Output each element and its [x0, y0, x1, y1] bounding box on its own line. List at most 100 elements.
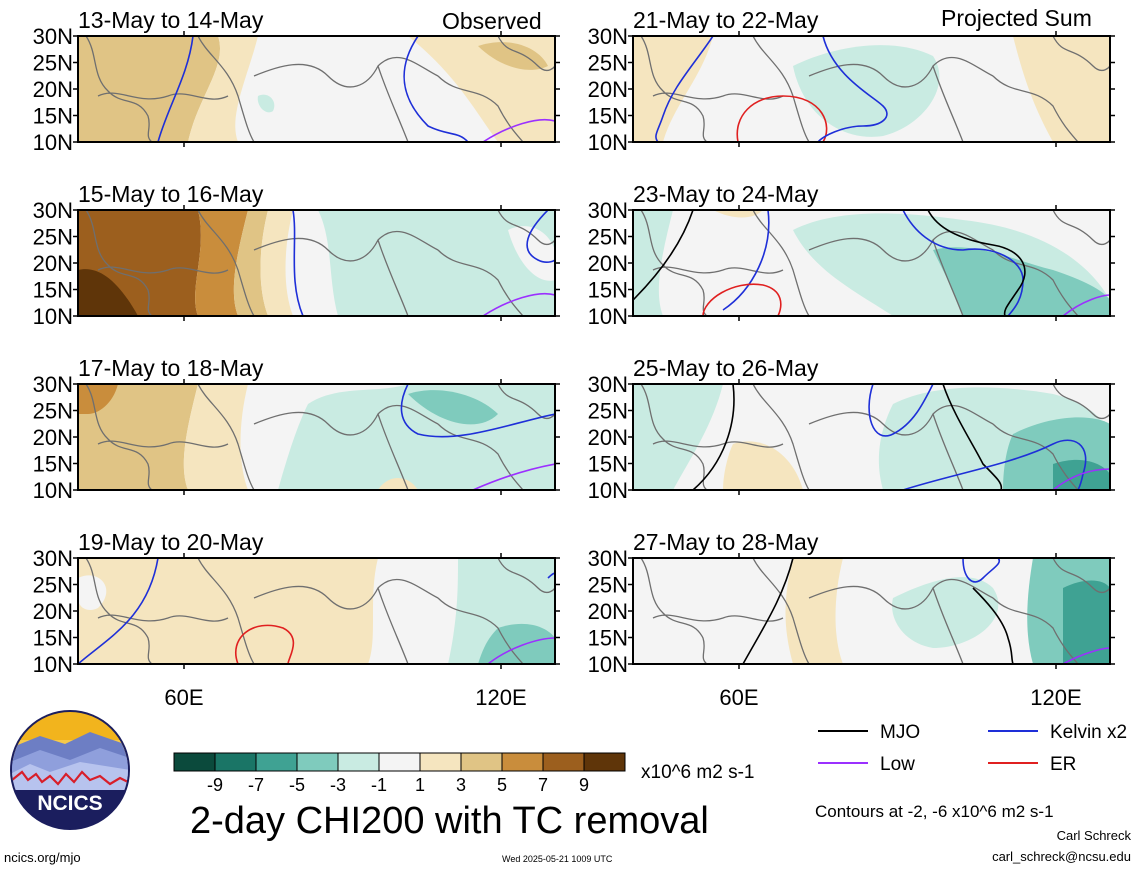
panel-title: 13-May to 14-May — [78, 7, 264, 33]
lat-label: 30N — [588, 198, 628, 223]
contour-line — [736, 95, 828, 142]
colorbar-units: x10^6 m2 s-1 — [641, 762, 755, 783]
anomaly-region — [713, 210, 763, 218]
contour-line — [742, 558, 794, 664]
colorbar-tick-label: -5 — [289, 775, 305, 795]
lat-label: 20N — [33, 251, 73, 276]
colorbar-swatch — [255, 752, 298, 772]
colorbar: -9 -7 -5 -3 -1 1 3 5 7 9 — [173, 752, 626, 795]
legend-label: Low — [880, 754, 915, 775]
anomaly-region — [1063, 580, 1110, 664]
lat-label: 30N — [33, 198, 73, 223]
lat-label: 25N — [588, 225, 628, 250]
lat-label: 20N — [33, 77, 73, 102]
anomaly-region — [478, 623, 555, 664]
contour-line — [403, 36, 469, 142]
coastline — [85, 384, 555, 490]
contour-line — [1052, 468, 1110, 490]
lat-label: 30N — [33, 546, 73, 571]
lat-label: 25N — [33, 573, 73, 598]
colorbar-swatch — [214, 752, 257, 772]
contour-line — [292, 210, 304, 316]
panel-title: 21-May to 22-May — [633, 7, 819, 33]
colorbar-swatch — [460, 752, 503, 772]
anomaly-region — [257, 94, 275, 113]
ncics-logo: NCICS — [10, 710, 130, 830]
lat-label: 15N — [588, 104, 628, 129]
contour-line — [868, 384, 934, 437]
logo-text: NCICS — [37, 792, 102, 815]
colorbar-tick-label: 7 — [538, 775, 548, 795]
projected-label: Projected Sum — [941, 5, 1092, 31]
contour-line — [655, 36, 714, 142]
colorbar-tick-label: -3 — [330, 775, 346, 795]
lon-label: 120E — [1030, 685, 1081, 710]
colorbar-tick-label: 5 — [497, 775, 507, 795]
colorbar-swatch — [501, 752, 544, 772]
contour-line — [972, 587, 1014, 664]
anomaly-region — [318, 210, 555, 316]
colorbar-tick-label: -1 — [371, 775, 387, 795]
anomaly-region — [633, 36, 713, 142]
colorbar-swatch — [378, 752, 421, 772]
panel-title: 27-May to 28-May — [633, 529, 819, 555]
contour-line — [902, 439, 1087, 490]
contour-line — [400, 384, 555, 438]
contour-line — [482, 292, 555, 316]
legend-label: Kelvin x2 — [1050, 722, 1127, 743]
anomaly-region — [260, 210, 293, 316]
contour-line — [633, 210, 694, 301]
lat-label: 10N — [33, 652, 73, 677]
site-link[interactable]: ncics.org/mjo — [4, 850, 81, 865]
anomaly-region — [408, 390, 498, 425]
author: Carl Schreck — [1056, 828, 1131, 843]
lat-label: 15N — [588, 278, 628, 303]
anomaly-region — [78, 558, 378, 664]
anomaly-region — [633, 384, 723, 490]
lat-label: 10N — [588, 304, 628, 329]
anomaly-region — [78, 36, 221, 142]
anomaly-region — [78, 269, 138, 316]
contour-line — [702, 283, 782, 316]
colorbar-tick-label: 9 — [579, 775, 589, 795]
lat-label: 20N — [588, 599, 628, 624]
lon-label: 60E — [719, 685, 758, 710]
contour-line — [235, 624, 295, 664]
contour-line — [927, 210, 1026, 316]
colorbar-swatch — [173, 752, 216, 772]
lat-label: 25N — [588, 573, 628, 598]
anomaly-region — [233, 210, 268, 316]
colorbar-tick-label: 3 — [456, 775, 466, 795]
lat-label: 20N — [588, 77, 628, 102]
coastline — [640, 384, 1110, 490]
lat-label: 20N — [588, 251, 628, 276]
anomaly-region — [195, 210, 248, 316]
colorbar-swatch — [337, 752, 380, 772]
anomaly-region — [892, 577, 999, 648]
figure-title: 2-day CHI200 with TC removal — [190, 800, 709, 842]
anomaly-region — [1053, 459, 1110, 490]
anomaly-region — [1013, 36, 1110, 142]
lat-label: 25N — [33, 399, 73, 424]
colorbar-swatch — [296, 752, 339, 772]
colorbar-tick-label: -7 — [248, 775, 264, 795]
lat-label: 10N — [33, 130, 73, 155]
contour-line — [78, 558, 159, 664]
contour-line — [526, 210, 555, 263]
lat-label: 30N — [33, 372, 73, 397]
coastline — [640, 210, 1110, 316]
lat-label: 10N — [33, 478, 73, 503]
anomaly-region — [785, 558, 843, 664]
contour-line — [817, 36, 888, 142]
anomaly-region — [478, 42, 548, 70]
lat-label: 15N — [33, 626, 73, 651]
lat-label: 30N — [33, 24, 73, 49]
lat-label: 30N — [588, 546, 628, 571]
panel-title: 15-May to 16-May — [78, 181, 264, 207]
lat-label: 20N — [588, 425, 628, 450]
